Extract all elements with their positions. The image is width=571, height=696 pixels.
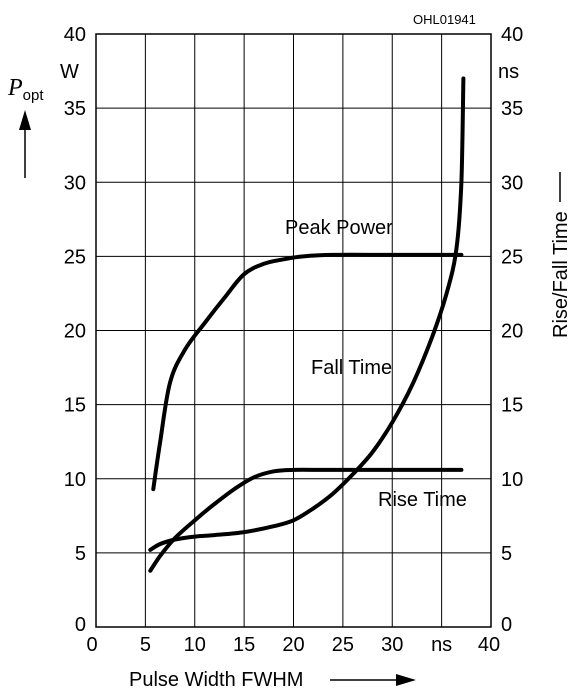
- y-right-tick-label: 0: [501, 614, 512, 636]
- series-label-rise-time: Rise Time: [378, 489, 467, 511]
- series-line-peak-power: [151, 252, 464, 492]
- y-right-tick-label: 30: [501, 172, 523, 194]
- x-tick-label: 25: [332, 634, 354, 656]
- y-right-label-text: Rise/Fall Time: [550, 211, 571, 338]
- y-left-tick-label: 40: [64, 24, 86, 46]
- y-left-label-main: P: [7, 75, 23, 101]
- y-left-tick-label: 30: [64, 172, 86, 194]
- curves: [148, 76, 466, 573]
- x-axis-label: Pulse Width FWHM: [129, 669, 303, 691]
- y-left-tick-label: 0: [75, 614, 86, 636]
- series-line-fall-time: [148, 76, 466, 552]
- y-left-tick-label: 15: [64, 395, 86, 417]
- y-left-arrow: [19, 110, 31, 178]
- series-label-fall-time: Fall Time: [311, 357, 392, 379]
- y-left-axis-label: Popt: [7, 75, 44, 104]
- x-tick-label: 10: [184, 634, 206, 656]
- y-right-tick-label: 5: [501, 543, 512, 565]
- x-axis-arrow: [330, 674, 416, 686]
- figure-id: OHL01941: [413, 12, 476, 27]
- x-tick-label: ns: [431, 634, 452, 656]
- y-right-unit: ns: [498, 61, 519, 83]
- y-right-axis-label: Rise/Fall Time: [550, 211, 571, 338]
- y-right-tick-label: 25: [501, 246, 523, 268]
- y-right-tick-label: 20: [501, 321, 523, 343]
- x-tick-label: 0: [86, 634, 97, 656]
- y-right-tick-label: 10: [501, 469, 523, 491]
- y-left-tick-label: 5: [75, 543, 86, 565]
- series-label-peak-power: Peak Power: [285, 217, 393, 239]
- y-left-label-sub: opt: [23, 87, 45, 104]
- y-right-tick-label: 15: [501, 395, 523, 417]
- y-left-unit: W: [60, 61, 79, 83]
- x-tick-label: 20: [282, 634, 304, 656]
- x-tick-label: 30: [381, 634, 403, 656]
- y-left-tick-label: 10: [64, 469, 86, 491]
- x-tick-label: 15: [233, 634, 255, 656]
- series-line-rise-time: [148, 467, 464, 573]
- y-left-tick-label: 35: [64, 98, 86, 120]
- plot-frame: [95, 33, 492, 628]
- y-left-tick-label: 20: [64, 321, 86, 343]
- tick-labels: 0 5 10 15 20 25 30 ns 40051015202530354005101520…: [64, 24, 524, 656]
- y-left-tick-label: 25: [64, 246, 86, 268]
- y-right-tick-label: 40: [501, 24, 523, 46]
- x-tick-label: 5: [140, 634, 151, 656]
- x-tick-label: 40: [478, 634, 500, 656]
- grid: [96, 34, 491, 627]
- y-right-tick-label: 35: [501, 98, 523, 120]
